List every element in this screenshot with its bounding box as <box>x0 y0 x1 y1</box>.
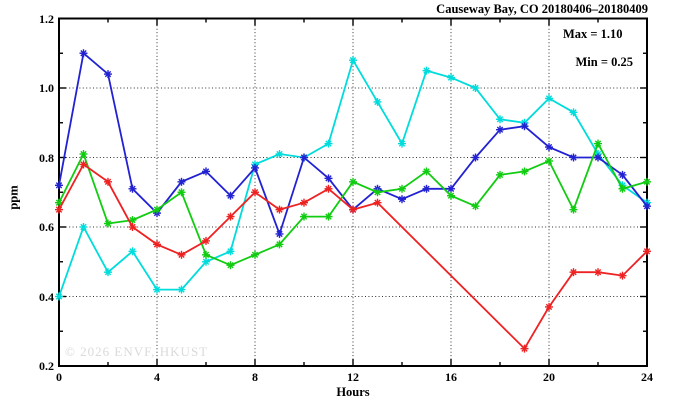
y-tick-label: 1.2 <box>39 11 54 26</box>
x-tick-label: 24 <box>641 370 653 384</box>
x-tick-label: 20 <box>543 370 555 384</box>
x-axis-label: Hours <box>336 385 370 399</box>
plot-frame <box>58 17 648 367</box>
y-tick-label: 0.6 <box>39 220 54 234</box>
series-cyan-markers <box>55 56 651 301</box>
chart-title: Causeway Bay, CO 20180406–20180409 <box>436 2 648 16</box>
y-tick-label: 0.4 <box>39 289 54 304</box>
x-tick-label: 12 <box>347 370 359 384</box>
watermark: © 2026 ENVF, HKUST <box>65 344 209 359</box>
x-tick-label: 16 <box>445 370 457 384</box>
y-tick-label: 1.0 <box>39 81 54 95</box>
max-min-annotation: Max = 1.10 Min = 0.25 <box>563 27 633 69</box>
x-tick-label: 0 <box>56 370 62 384</box>
axis-ticks <box>58 17 648 367</box>
x-tick-label: 4 <box>154 370 160 384</box>
series-red <box>55 160 651 353</box>
gridlines <box>59 18 647 366</box>
x-tick-label: 8 <box>252 370 258 384</box>
y-tick-label: 0.8 <box>39 150 54 165</box>
series-green <box>55 139 651 270</box>
max-annotation: Max = 1.10 <box>563 27 623 41</box>
series-cyan <box>55 56 651 301</box>
y-tick-label: 0.2 <box>39 359 54 373</box>
series-green-markers <box>55 139 651 270</box>
min-annotation: Min = 0.25 <box>575 55 633 69</box>
series-red-markers <box>55 160 651 353</box>
